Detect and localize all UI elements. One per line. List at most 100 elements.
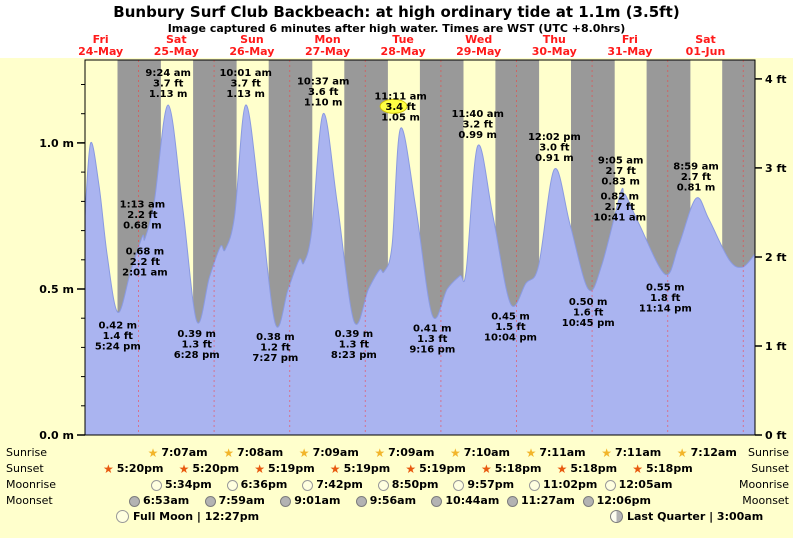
sunset-time: 5:18pm [494,462,542,475]
day-label-date: 27-May [304,45,351,58]
day-label: Sun 26-May [229,34,274,58]
moonset-row-label-right: Moonset [742,494,789,507]
sunrise-star-icon: ★ [450,446,461,460]
tide-annotation-line: 8:23 pm [331,350,377,361]
tide-annotation-line: 0.91 m [535,153,574,164]
sunset-star-icon: ★ [556,462,568,476]
tide-annotation-line: 0.81 m [677,182,716,193]
moonset-time: 7:59am [218,494,265,507]
moonset-circle-icon [507,495,518,507]
tide-annotation-line: 1.8 ft [650,293,681,304]
moonrise-entry: 11:02pm [529,478,597,492]
day-label-dow: Tue [392,33,414,46]
moonset-time: 6:53am [143,494,190,507]
moonset-time: 10:44am [445,494,500,507]
sunrise-entry: ★ 7:12am [677,446,737,460]
sunset-entry: ★ 5:19pm [405,462,465,476]
moon-phase: Full Moon | 12:27pm [116,510,259,523]
moonrise-entry: 5:34pm [151,478,212,492]
tide-annotation-line: 0.55 m [646,282,685,293]
moonrise-circle-icon [604,479,616,491]
sunrise-time: 7:09am [388,446,435,459]
sunset-entry: ★ 5:20pm [179,462,239,476]
tide-annotation-line: 10:01 am [219,68,271,79]
tide-annotation-line: 0.45 m [491,312,530,323]
sunrise-star-icon: ★ [298,446,310,460]
tide-annotation-line: 2.7 ft [681,172,712,183]
moonrise-entry: 7:42pm [302,478,363,492]
moonrise-circle-icon [151,479,162,491]
tide-annotation-line: 8:59 am [673,161,719,172]
day-label-date: 24-May [78,45,124,58]
moonrise-entry: 8:50pm [377,478,439,492]
tide-annotation-line: 9:05 am [598,156,644,167]
left-axis-label: 0.5 m [39,283,74,296]
moonrise-circle-icon [226,479,238,491]
moonrise-time: 6:36pm [240,478,288,491]
moonrise-circle-icon [302,479,314,491]
tide-annotation-line: 5:24 pm [95,341,141,352]
plot-border [84,59,756,436]
tide-annotation-line: 2.2 ft [127,210,158,221]
tide-annotation-line: 11:14 pm [639,303,692,314]
sunset-entry: ★ 5:20pm [103,462,163,476]
moonrise-row-label-right: Moonrise [739,478,789,491]
moonset-circle-icon [280,495,292,507]
sunset-entry: ★ 5:19pm [330,462,390,476]
sunset-entry: ★ 5:18pm [481,462,541,476]
moonset-circle-icon [129,495,140,507]
full-moon-icon [116,510,129,523]
sunrise-row-label-right: Sunrise [747,446,789,459]
sunset-time: 5:19pm [267,462,315,475]
tide-graph: 0.0 m 0.5 m 1.0 m 0 ft 1 ft 2 ft 3 ft 4 ft 0.42 … [39,59,787,442]
day-label: Wed 29-May [456,34,501,58]
day-label-dow: Fri [621,33,638,46]
tide-curve-line [84,104,756,328]
day-label: Thu 30-May [532,34,577,58]
tide-annotation-line: 11:40 am [451,109,503,120]
sunrise-entry: ★ 7:10am [450,446,510,460]
sunrise-entry: ★ 7:11am [526,446,586,460]
day-label: Fri 24-May [78,34,123,58]
moonrise-time: 9:57pm [467,478,515,491]
moon-phase-label: Last Quarter | 3:00am [627,510,764,523]
sunrise-star-icon: ★ [525,446,537,460]
tide-annotation-line: 2:01 am [122,268,168,279]
sunset-time: 5:20pm [192,462,240,475]
moonrise-time: 8:50pm [391,478,439,491]
moon-phase-label: Full Moon | 12:27pm [133,510,260,523]
sunset-star-icon: ★ [254,462,265,476]
tide-annotation-line: 1.13 m [149,89,188,100]
moonset-time: 9:01am [294,494,341,507]
moonset-entry: 6:53am [129,494,189,508]
tide-annotation-line: 12:02 pm [528,132,581,143]
day-label-dow: Sun [240,33,264,46]
tide-area [85,104,755,435]
tide-annotation-line: 0.68 m [123,220,162,231]
tide-annotation-line: 6:28 pm [174,350,220,361]
title-area: Bunbury Surf Club Backbeach: at high ord… [0,0,793,58]
day-label-date: 30-May [531,45,577,58]
tide-annotation-line: 0.82 m [601,192,640,203]
sunrise-star-icon: ★ [601,446,612,460]
moonset-entry: 10:44am [431,494,499,508]
moonrise-entry: 9:57pm [453,478,514,492]
sunset-entry: ★ 5:18pm [632,462,692,476]
right-axis-label: 1 ft [765,340,787,353]
tide-annotation-line: 1.4 ft [103,331,134,342]
tide-annotation-line: 1.3 ft [182,340,213,351]
day-label-dow: Mon [314,33,341,46]
sunset-star-icon: ★ [632,462,643,476]
day-label-dow: Fri [92,33,109,46]
moonset-circle-icon [582,495,594,507]
tide-annotation-line: 3.2 ft [463,119,494,130]
tide-annotation-line: 0.39 m [335,329,374,340]
sunrise-time: 7:07am [161,446,208,459]
day-label-dow: Sat [695,33,716,46]
sunrise-time: 7:11am [614,446,662,459]
left-axis-label: 1.0 m [39,137,74,150]
right-axis-label: 4 ft [765,73,787,86]
day-label: Mon 27-May [305,34,350,58]
tide-annotation-line: 0.39 m [177,329,216,340]
